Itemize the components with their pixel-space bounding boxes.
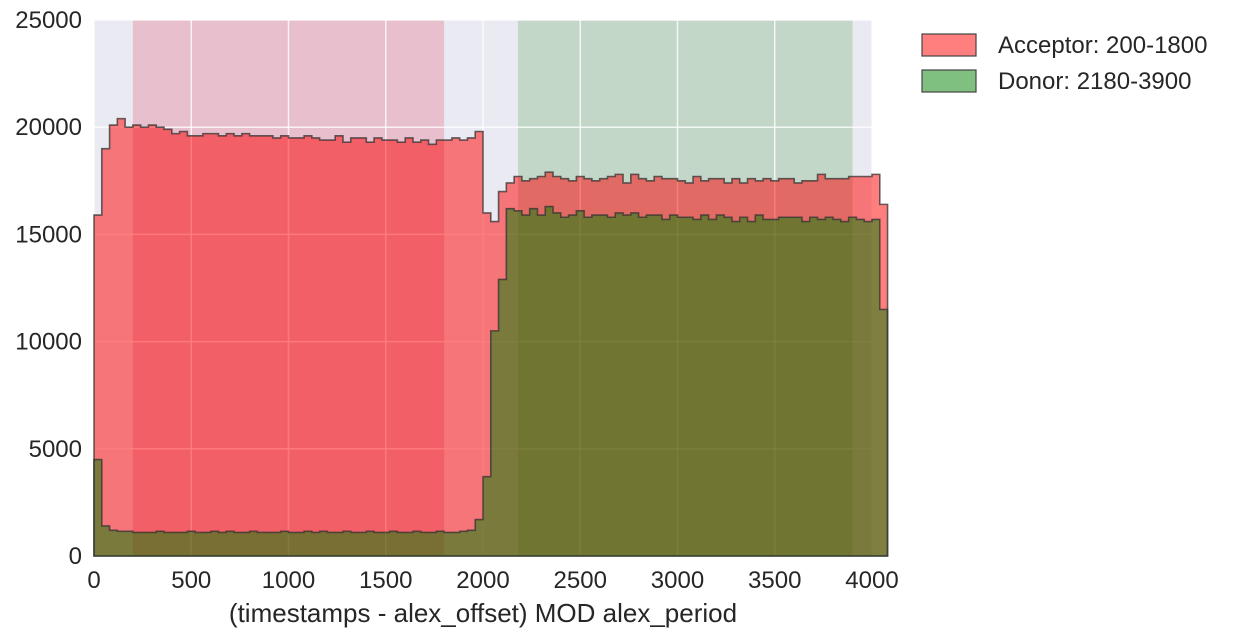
y-tick-label: 20000 xyxy=(15,114,82,141)
histogram-series-green xyxy=(93,205,889,557)
legend-label: Acceptor: 200-1800 xyxy=(998,32,1207,59)
y-tick-label: 25000 xyxy=(15,7,82,34)
legend-label: Donor: 2180-3900 xyxy=(998,68,1191,95)
x-tick-label: 2500 xyxy=(554,567,607,594)
y-tick-label: 15000 xyxy=(15,221,82,248)
x-tick-label: 500 xyxy=(171,567,211,594)
legend-swatch xyxy=(921,69,977,93)
x-tick-label: 0 xyxy=(87,567,100,594)
x-tick-label: 4000 xyxy=(845,567,898,594)
x-tick-label: 1500 xyxy=(359,567,412,594)
y-tick-label: 10000 xyxy=(15,329,82,356)
legend-swatch xyxy=(921,33,977,57)
x-tick-label: 2000 xyxy=(456,567,509,594)
y-tick-label: 5000 xyxy=(29,436,82,463)
y-tick-label: 0 xyxy=(69,543,82,570)
x-tick-label: 3500 xyxy=(748,567,801,594)
x-axis-label: (timestamps - alex_offset) MOD alex_peri… xyxy=(229,598,737,628)
x-tick-label: 1000 xyxy=(262,567,315,594)
x-tick-label: 3000 xyxy=(651,567,704,594)
